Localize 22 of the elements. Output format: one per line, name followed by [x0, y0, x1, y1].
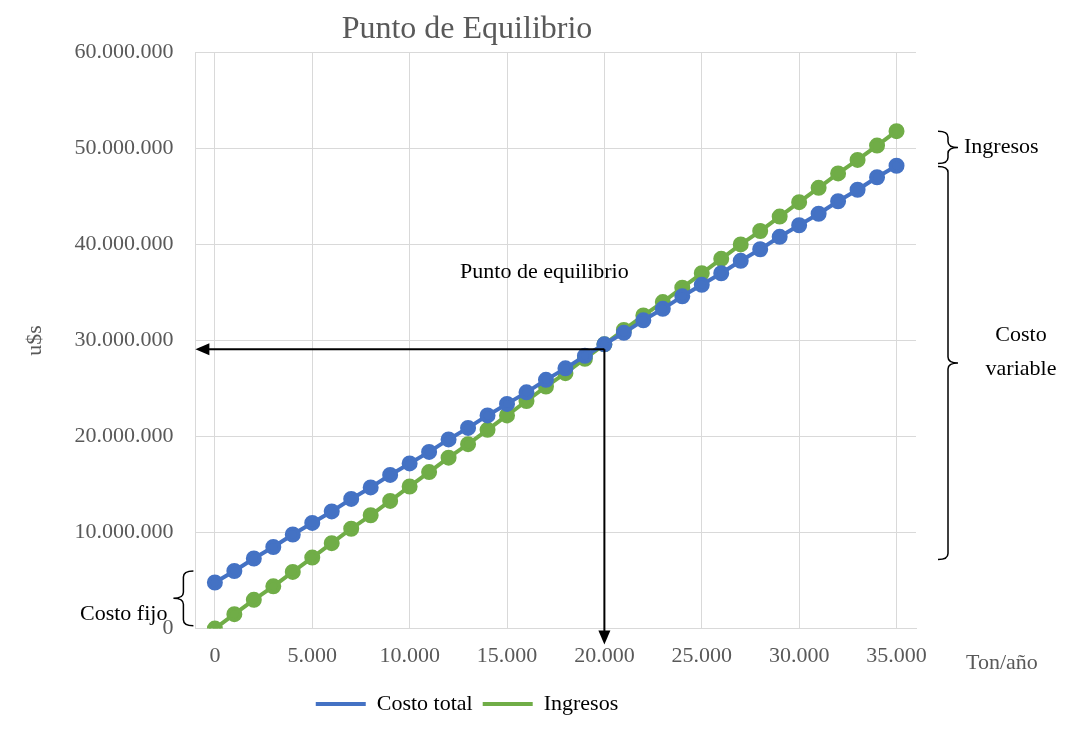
legend-label: Ingresos — [543, 689, 619, 715]
y-axis-title: u$s — [20, 325, 46, 356]
x-tick-label: 35.000 — [866, 641, 927, 667]
y-tick-label: 60.000.000 — [74, 38, 174, 64]
annotation: Punto de equilibrio — [460, 258, 629, 284]
y-tick-label: 30.000.000 — [74, 326, 174, 352]
text: Ingresos — [964, 133, 1039, 159]
y-tick-label: 10.000.000 — [74, 518, 174, 544]
x-tick-label: 10.000 — [379, 641, 440, 667]
chart-title: Punto de Equilibrio — [341, 8, 593, 45]
x-axis-title: Ton/año — [966, 649, 1038, 675]
y-tick-label: 20.000.000 — [74, 422, 174, 448]
x-tick-label: 5.000 — [287, 641, 337, 667]
x-tick-label: 30.000 — [768, 641, 830, 667]
x-tick-label: 20.000 — [574, 641, 635, 667]
legend-label: Costo total — [376, 689, 473, 715]
y-tick-label: 40.000.000 — [74, 230, 174, 256]
x-tick-label: 0 — [209, 641, 221, 667]
y-tick-label: 50.000.000 — [74, 134, 174, 160]
x-tick-label: 25.000 — [671, 641, 733, 667]
text: Costo variable — [985, 320, 1057, 380]
x-tick-label: 15.000 — [476, 641, 538, 667]
